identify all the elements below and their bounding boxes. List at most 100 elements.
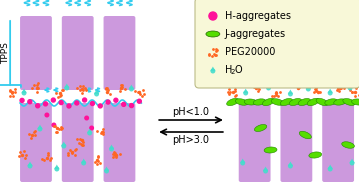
FancyBboxPatch shape xyxy=(239,103,271,182)
Ellipse shape xyxy=(236,99,248,105)
Text: TPPS: TPPS xyxy=(1,42,10,64)
Circle shape xyxy=(106,100,110,104)
FancyBboxPatch shape xyxy=(322,103,354,182)
Ellipse shape xyxy=(87,130,92,136)
Polygon shape xyxy=(328,164,333,169)
Text: 2: 2 xyxy=(231,69,235,75)
Ellipse shape xyxy=(28,163,33,169)
Polygon shape xyxy=(328,88,333,93)
Ellipse shape xyxy=(206,31,220,37)
Ellipse shape xyxy=(350,160,355,166)
Polygon shape xyxy=(243,88,248,93)
Ellipse shape xyxy=(351,99,359,105)
Ellipse shape xyxy=(271,99,284,105)
Polygon shape xyxy=(61,142,66,146)
Ellipse shape xyxy=(129,87,134,91)
Circle shape xyxy=(209,12,217,20)
Polygon shape xyxy=(104,167,109,171)
Ellipse shape xyxy=(289,98,302,105)
Polygon shape xyxy=(266,84,271,88)
Circle shape xyxy=(51,98,55,102)
Ellipse shape xyxy=(266,85,271,91)
FancyBboxPatch shape xyxy=(20,16,52,90)
Text: pH>3.0: pH>3.0 xyxy=(173,135,210,145)
FancyBboxPatch shape xyxy=(103,16,135,90)
Ellipse shape xyxy=(244,99,257,105)
Ellipse shape xyxy=(348,85,353,91)
Ellipse shape xyxy=(343,99,355,105)
Ellipse shape xyxy=(306,87,311,91)
Text: J-aggregates: J-aggregates xyxy=(225,29,286,39)
Circle shape xyxy=(90,126,93,130)
Text: O: O xyxy=(235,65,242,75)
Ellipse shape xyxy=(280,98,293,105)
Polygon shape xyxy=(288,90,293,94)
Circle shape xyxy=(45,113,49,117)
FancyBboxPatch shape xyxy=(62,16,94,90)
Ellipse shape xyxy=(316,98,328,106)
Polygon shape xyxy=(350,159,355,163)
FancyBboxPatch shape xyxy=(195,0,359,88)
Ellipse shape xyxy=(37,126,42,132)
Polygon shape xyxy=(348,84,353,88)
Polygon shape xyxy=(94,90,99,94)
Ellipse shape xyxy=(334,99,346,105)
Ellipse shape xyxy=(109,146,114,152)
Circle shape xyxy=(67,104,71,108)
Circle shape xyxy=(59,101,63,105)
Ellipse shape xyxy=(253,99,266,105)
Polygon shape xyxy=(210,67,215,71)
Ellipse shape xyxy=(342,142,354,148)
Ellipse shape xyxy=(54,167,59,171)
Polygon shape xyxy=(109,145,114,149)
Ellipse shape xyxy=(288,91,293,97)
Circle shape xyxy=(75,101,79,105)
Ellipse shape xyxy=(243,91,248,95)
Circle shape xyxy=(28,100,32,104)
Polygon shape xyxy=(64,84,69,88)
Ellipse shape xyxy=(22,91,27,95)
Circle shape xyxy=(52,123,56,127)
Circle shape xyxy=(43,102,47,106)
Ellipse shape xyxy=(299,131,311,139)
Circle shape xyxy=(90,101,94,105)
Ellipse shape xyxy=(81,160,86,166)
Circle shape xyxy=(83,98,87,102)
Ellipse shape xyxy=(255,125,267,132)
Ellipse shape xyxy=(288,163,293,169)
Ellipse shape xyxy=(262,98,275,106)
Text: H-aggregates: H-aggregates xyxy=(225,11,291,21)
Ellipse shape xyxy=(227,98,239,106)
FancyBboxPatch shape xyxy=(280,103,312,182)
Polygon shape xyxy=(129,84,134,89)
Circle shape xyxy=(122,102,126,106)
Ellipse shape xyxy=(325,99,337,105)
Circle shape xyxy=(85,116,88,120)
Ellipse shape xyxy=(94,91,99,97)
Circle shape xyxy=(20,98,24,102)
Ellipse shape xyxy=(307,98,320,106)
FancyBboxPatch shape xyxy=(20,103,52,182)
Polygon shape xyxy=(263,167,268,171)
Polygon shape xyxy=(288,161,293,166)
Polygon shape xyxy=(22,88,27,93)
Text: H: H xyxy=(225,65,232,75)
Ellipse shape xyxy=(104,169,109,174)
Polygon shape xyxy=(306,84,311,89)
Ellipse shape xyxy=(64,85,69,91)
Polygon shape xyxy=(87,129,92,133)
Ellipse shape xyxy=(309,152,322,158)
Polygon shape xyxy=(240,159,245,163)
FancyBboxPatch shape xyxy=(62,103,94,182)
Polygon shape xyxy=(28,161,33,166)
Circle shape xyxy=(114,98,118,102)
Polygon shape xyxy=(81,159,86,163)
Circle shape xyxy=(98,104,102,108)
Circle shape xyxy=(36,104,40,108)
Polygon shape xyxy=(37,125,42,129)
Ellipse shape xyxy=(61,143,66,149)
Ellipse shape xyxy=(264,147,277,153)
FancyBboxPatch shape xyxy=(103,103,135,182)
Polygon shape xyxy=(54,164,59,169)
Text: pH<1.0: pH<1.0 xyxy=(173,107,210,117)
